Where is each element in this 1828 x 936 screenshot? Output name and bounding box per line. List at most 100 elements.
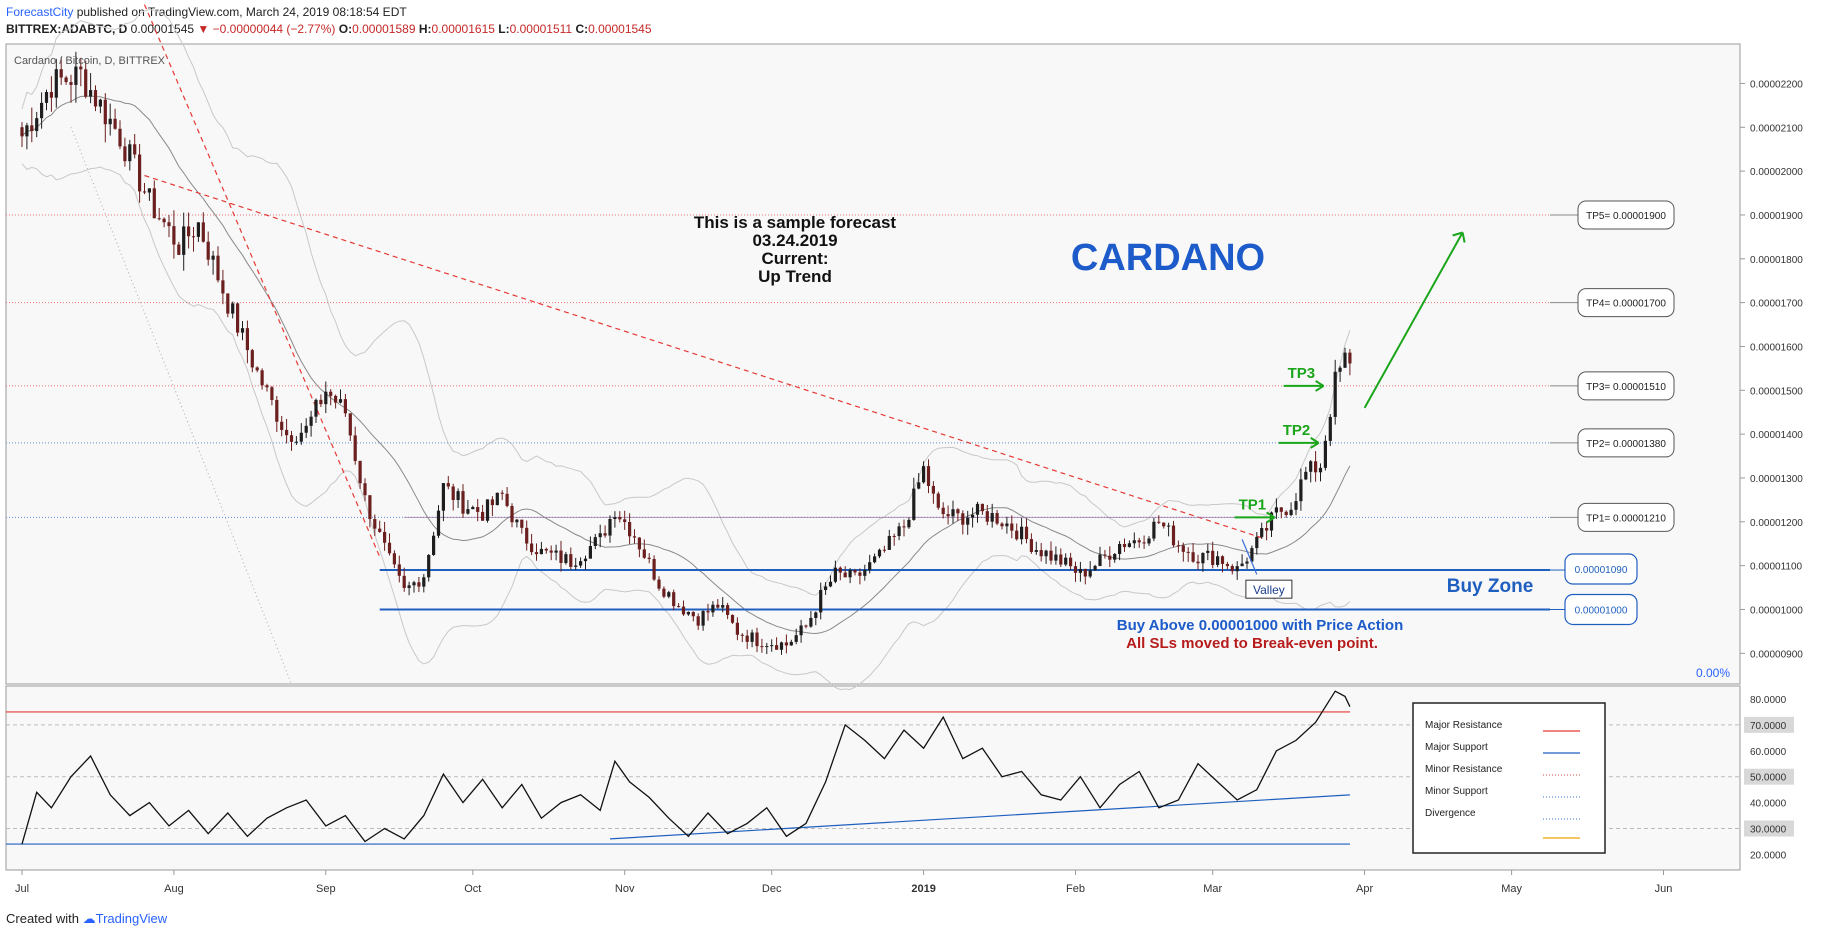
candle-body <box>353 435 357 461</box>
candle-body <box>980 503 984 512</box>
candle-body <box>338 399 343 403</box>
candle-body <box>1240 563 1244 567</box>
candle-body <box>1039 550 1043 557</box>
candle-body <box>265 385 269 388</box>
candle-body <box>662 588 666 597</box>
candle-body <box>1196 561 1200 564</box>
chart-title: Cardano / Bitcoin, D, BITTREX <box>14 55 166 67</box>
candle-body <box>652 558 656 580</box>
chart-header: ForecastCity published on TradingView.co… <box>6 4 652 38</box>
candle-body <box>1294 501 1298 510</box>
candle-body <box>1054 554 1058 561</box>
candle-body <box>838 567 842 573</box>
buy-zone-bottom-label: 0.00001000 <box>1575 605 1628 616</box>
level-badge-tp1 <box>1577 502 1675 532</box>
candle-body <box>35 118 39 132</box>
candle-body <box>412 582 416 586</box>
low-label: L: <box>498 22 510 36</box>
candle-body <box>941 507 945 515</box>
candle-body <box>485 499 490 521</box>
candle-body <box>402 575 406 588</box>
candle-body <box>564 554 568 563</box>
footer: Created with ☁TradingView <box>6 911 167 927</box>
low-value: 0.00001511 <box>509 22 573 36</box>
candle-body <box>539 548 543 555</box>
candle-body <box>1181 545 1185 552</box>
candle-body <box>525 527 529 544</box>
candle-body <box>358 460 362 484</box>
candle-body <box>770 645 774 647</box>
candle-body <box>1338 367 1342 372</box>
candle-body <box>378 528 382 532</box>
candle-body <box>397 564 401 576</box>
level-badge-tp4 <box>1577 288 1675 318</box>
candle-body <box>1225 563 1229 567</box>
candle-body <box>814 612 818 618</box>
candle-body <box>608 518 612 536</box>
candle-body <box>177 244 181 255</box>
price-tick-label: 0.00001700 <box>1750 299 1803 310</box>
buy-zone-label: Buy Zone <box>1447 576 1534 597</box>
candles-group <box>20 51 1352 655</box>
candle-body <box>1211 550 1215 565</box>
candle-body <box>819 590 823 613</box>
candle-body <box>657 579 661 589</box>
candle-body <box>530 543 534 553</box>
level-badge-tp5 <box>1577 200 1675 230</box>
rsi-tick-label: 30.0000 <box>1750 825 1787 836</box>
candle-body <box>1279 507 1283 512</box>
candle-body <box>363 483 367 496</box>
candle-body <box>1206 550 1210 553</box>
candle-body <box>745 635 749 642</box>
candle-body <box>1127 543 1131 548</box>
target-label-tp2: TP2 <box>1283 422 1311 439</box>
price-tick-label: 0.00001400 <box>1750 430 1803 441</box>
candle-body <box>760 646 764 648</box>
candle-body <box>951 509 955 517</box>
rsi-tick-highlight <box>1744 768 1794 785</box>
candle-body <box>1020 526 1024 540</box>
candle-body <box>779 642 784 650</box>
level-label-tp1: TP1= 0.00001210 <box>1586 513 1666 524</box>
price-tick-label: 0.00001100 <box>1750 562 1803 573</box>
candle-body <box>897 526 901 537</box>
candle-body <box>304 425 308 433</box>
candle-body <box>1167 525 1171 527</box>
candle-body <box>451 486 455 501</box>
time-tick-label: Aug <box>164 883 184 895</box>
candle-body <box>569 554 573 567</box>
time-tick-label: May <box>1501 883 1522 895</box>
candle-body <box>863 570 867 576</box>
created-with-text: Created with <box>6 911 79 926</box>
candle-body <box>1049 550 1053 561</box>
candle-body <box>495 492 499 506</box>
candle-body <box>588 545 592 559</box>
candle-body <box>809 617 813 627</box>
candle-body <box>40 102 44 119</box>
time-tick-label: Oct <box>464 883 481 895</box>
forecast-note-line: Current: <box>761 249 828 268</box>
projection-arrowhead <box>1452 231 1466 243</box>
candle-body <box>324 391 328 405</box>
candle-body <box>975 503 980 515</box>
candle-body <box>456 491 460 501</box>
candle-body <box>216 255 220 281</box>
candle-body <box>108 118 112 125</box>
tradingview-brand[interactable]: TradingView <box>95 911 168 926</box>
candle-body <box>64 77 68 83</box>
candle-body <box>642 549 646 558</box>
candle-body <box>691 612 695 617</box>
publisher-link[interactable]: ForecastCity <box>6 5 74 19</box>
candle-body <box>1289 509 1293 516</box>
candle-body <box>544 548 548 551</box>
price-tick-label: 0.00002000 <box>1750 167 1803 178</box>
candle-body <box>877 549 882 557</box>
candle-body <box>750 632 754 642</box>
candle-body <box>887 535 891 550</box>
price-pane[interactable] <box>5 43 1741 685</box>
candle-body <box>1122 543 1127 548</box>
bollinger-lower-band <box>21 163 1351 691</box>
close-label: C: <box>575 22 589 36</box>
candle-body <box>1015 530 1019 540</box>
